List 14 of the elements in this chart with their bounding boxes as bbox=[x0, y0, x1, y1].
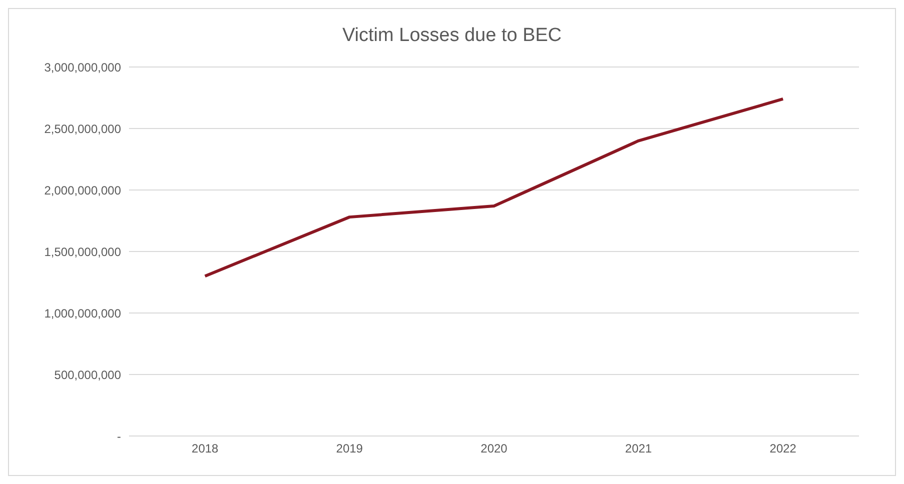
y-tick-label: 1,500,000,000 bbox=[44, 244, 122, 259]
x-tick-label: 2021 bbox=[625, 442, 652, 456]
y-tick-label: - bbox=[117, 429, 121, 444]
y-tick-label: 3,000,000,000 bbox=[44, 60, 122, 74]
x-tick-label: 2019 bbox=[336, 442, 364, 456]
y-tick-label: 500,000,000 bbox=[54, 368, 122, 382]
y-tick-label: 2,500,000,000 bbox=[44, 122, 122, 136]
chart-title: Victim Losses due to BEC bbox=[341, 25, 563, 48]
line-series bbox=[204, 97, 784, 278]
y-tick-label: 1,000,000,000 bbox=[44, 306, 122, 320]
x-tick-label: 2020 bbox=[480, 442, 508, 456]
x-tick-label: 2022 bbox=[770, 442, 797, 456]
y-tick-label: 2,000,000,000 bbox=[44, 183, 122, 198]
x-tick-label: 2018 bbox=[192, 442, 219, 456]
